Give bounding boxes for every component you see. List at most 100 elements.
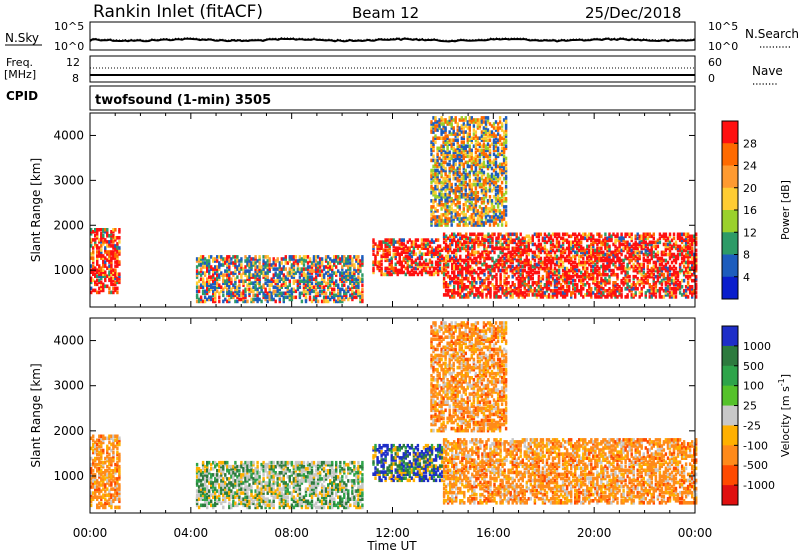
range-cell bbox=[203, 263, 207, 267]
range-cell bbox=[434, 116, 437, 120]
range-cell bbox=[114, 280, 117, 285]
range-cell bbox=[104, 284, 107, 289]
range-cell bbox=[464, 148, 467, 153]
range-cell bbox=[482, 136, 486, 140]
range-cell bbox=[272, 273, 275, 277]
range-cell bbox=[462, 142, 465, 146]
range-cell bbox=[396, 268, 399, 273]
range-cell bbox=[280, 291, 283, 296]
range-cell bbox=[468, 154, 471, 159]
range-cell bbox=[504, 209, 508, 213]
range-cell bbox=[339, 277, 342, 281]
range-cell bbox=[106, 244, 109, 248]
range-cell bbox=[236, 291, 239, 296]
range-cell bbox=[400, 250, 403, 254]
range-cell bbox=[448, 118, 451, 122]
range-cell bbox=[357, 267, 360, 271]
range-cell bbox=[430, 240, 434, 244]
range-cell bbox=[434, 190, 437, 195]
range-cell bbox=[288, 269, 291, 273]
range-cell bbox=[474, 197, 478, 201]
range-cell bbox=[432, 248, 436, 252]
range-cell bbox=[201, 291, 205, 296]
range-cell bbox=[406, 254, 409, 259]
range-cell bbox=[452, 126, 455, 130]
range-cell bbox=[300, 261, 304, 265]
range-cell bbox=[248, 255, 251, 259]
range-cell bbox=[414, 252, 418, 256]
range-cell bbox=[416, 244, 420, 248]
range-cell bbox=[396, 246, 399, 250]
range-cell bbox=[116, 248, 119, 252]
range-cell bbox=[216, 259, 219, 263]
range-cell bbox=[351, 259, 354, 263]
range-cell bbox=[278, 271, 281, 275]
range-cell bbox=[519, 289, 522, 293]
range-cell bbox=[464, 124, 467, 128]
range-cell bbox=[284, 283, 287, 287]
range-cell bbox=[230, 291, 233, 296]
range-cell bbox=[294, 289, 298, 294]
range-cell bbox=[590, 287, 593, 291]
range-cell bbox=[298, 259, 302, 263]
range-cell bbox=[388, 258, 391, 263]
range-cell bbox=[664, 262, 668, 267]
range-cell bbox=[232, 273, 235, 277]
range-cell bbox=[396, 240, 399, 244]
range-cell bbox=[462, 195, 465, 199]
range-cell bbox=[112, 276, 115, 281]
range-cell bbox=[434, 199, 437, 203]
range-cell bbox=[343, 283, 346, 287]
cpid-panel: CPID twofsound (1-min) 3505 bbox=[6, 85, 696, 111]
range-cell bbox=[353, 267, 356, 271]
range-cell bbox=[444, 195, 447, 199]
range-cell bbox=[432, 172, 435, 177]
range-cell bbox=[430, 199, 433, 203]
range-cell bbox=[652, 240, 655, 245]
range-cell bbox=[282, 299, 285, 304]
range-cell bbox=[434, 162, 437, 167]
range-cell bbox=[412, 240, 416, 244]
range-cell bbox=[90, 230, 93, 234]
range-cell bbox=[436, 180, 439, 185]
range-cell bbox=[604, 295, 607, 299]
range-cell bbox=[586, 266, 589, 271]
range-cell bbox=[100, 274, 103, 278]
range-cell bbox=[432, 217, 435, 221]
range-cell bbox=[394, 262, 397, 267]
range-cell bbox=[210, 297, 213, 302]
range-cell bbox=[420, 246, 424, 250]
range-cell bbox=[203, 291, 207, 296]
range-cell bbox=[414, 260, 418, 265]
range-cell bbox=[306, 267, 310, 271]
range-cell bbox=[322, 275, 326, 279]
range-cell bbox=[628, 242, 631, 247]
range-cell bbox=[110, 282, 113, 287]
range-cell bbox=[384, 272, 387, 277]
range-cell bbox=[114, 256, 117, 260]
scatter-region-4 bbox=[430, 116, 508, 227]
range-cell bbox=[555, 248, 559, 253]
range-cell bbox=[284, 267, 287, 271]
range-cell bbox=[388, 264, 391, 269]
range-cell bbox=[400, 240, 403, 244]
range-cell bbox=[424, 258, 428, 263]
range-cell bbox=[226, 275, 229, 279]
range-cell bbox=[214, 281, 217, 285]
range-cell bbox=[308, 277, 312, 281]
range-cell bbox=[378, 240, 381, 244]
range-cell bbox=[436, 223, 439, 227]
range-cell bbox=[337, 269, 340, 273]
range-cell bbox=[264, 263, 267, 267]
scatter-region-5 bbox=[442, 232, 698, 299]
range-cell bbox=[302, 287, 306, 292]
range-cell bbox=[314, 295, 318, 300]
range-cell bbox=[234, 277, 237, 281]
range-cell bbox=[226, 289, 229, 294]
range-cell bbox=[444, 136, 447, 140]
range-cell bbox=[310, 289, 314, 294]
range-cell bbox=[106, 274, 109, 278]
range-cell bbox=[347, 257, 350, 261]
range-cell bbox=[658, 240, 662, 245]
